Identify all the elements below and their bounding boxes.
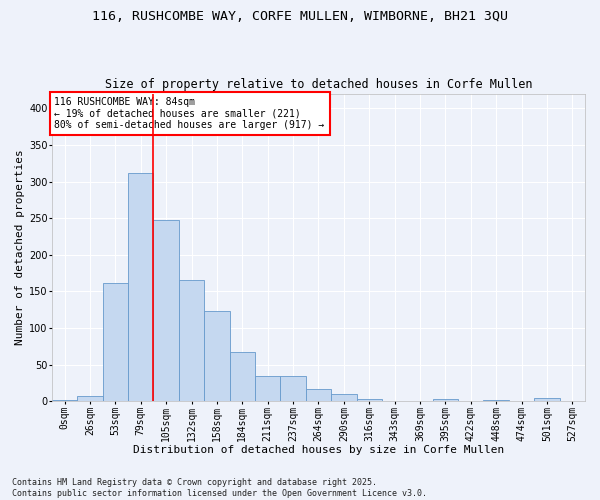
Bar (534, 398, 560, 402)
Title: Size of property relative to detached houses in Corfe Mullen: Size of property relative to detached ho… (105, 78, 532, 91)
Bar (103, 284, 128, 402)
Bar (154, 220, 179, 402)
Bar (204, 312, 230, 402)
Y-axis label: Number of detached properties: Number of detached properties (15, 150, 25, 346)
Bar (230, 352, 255, 402)
Text: Contains HM Land Registry data © Crown copyright and database right 2025.
Contai: Contains HM Land Registry data © Crown c… (12, 478, 427, 498)
Bar (484, 400, 509, 402)
Bar (52, 400, 77, 402)
Bar (255, 376, 280, 402)
Bar (280, 376, 306, 402)
Bar (179, 280, 204, 402)
Text: 116 RUSHCOMBE WAY: 84sqm
← 19% of detached houses are smaller (221)
80% of semi-: 116 RUSHCOMBE WAY: 84sqm ← 19% of detach… (55, 97, 325, 130)
Bar (128, 174, 154, 402)
Text: 116, RUSHCOMBE WAY, CORFE MULLEN, WIMBORNE, BH21 3QU: 116, RUSHCOMBE WAY, CORFE MULLEN, WIMBOR… (92, 10, 508, 23)
Bar (331, 394, 356, 402)
Bar (382, 400, 407, 402)
Bar (433, 399, 458, 402)
X-axis label: Distribution of detached houses by size in Corfe Mullen: Distribution of detached houses by size … (133, 445, 504, 455)
Bar (356, 399, 382, 402)
Bar (306, 389, 331, 402)
Bar (77, 396, 103, 402)
